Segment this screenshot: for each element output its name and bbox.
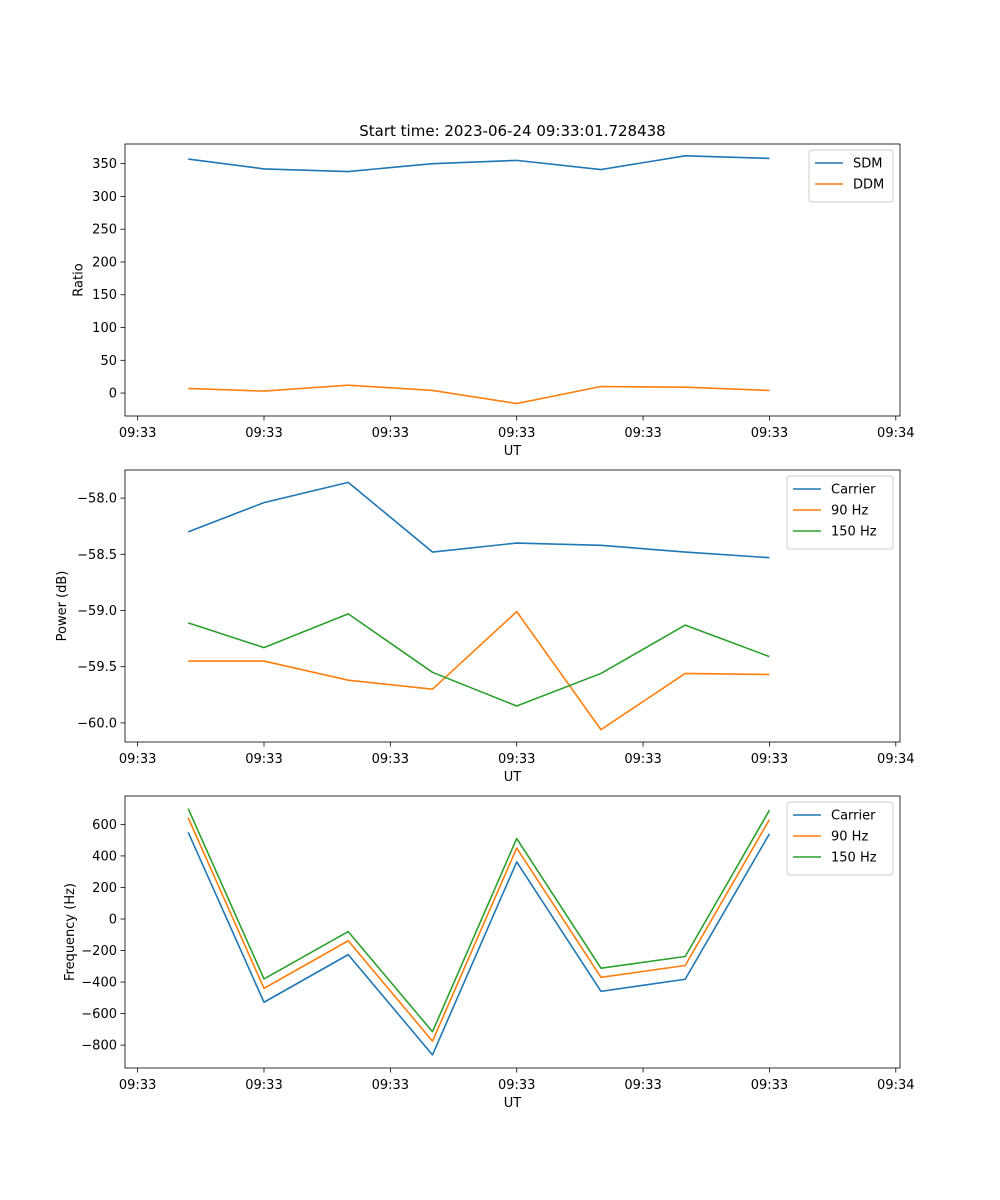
power-series-150-hz	[187, 613, 770, 707]
power-panel: 09:33 09:33 09:33 09:33 09:33 09:33 09:34 −58.0…	[55, 469, 915, 785]
power-y-tick-label: −60.0	[77, 716, 117, 731]
power-y-tick-label: −59.5	[77, 660, 117, 675]
ratio-x-axis-label: UT	[504, 444, 522, 459]
frequency-y-tick-label: 200	[92, 881, 117, 896]
ratio-panel: 09:33 09:33 09:33 09:33 09:33 09:33 09:34 0 50 10…	[71, 143, 915, 459]
power-x-tick-label: 09:33	[498, 752, 535, 767]
frequency-y-tick-label: 0	[109, 912, 117, 927]
frequency-legend-label: 90 Hz	[831, 830, 868, 845]
ratio-y-tick-label: 150	[92, 288, 117, 303]
ratio-x-tick-label: 09:33	[245, 426, 282, 441]
ratio-axes-frame	[124, 143, 901, 417]
power-x-axis-label: UT	[504, 770, 522, 785]
frequency-y-tick-label: 600	[92, 818, 117, 833]
power-legend: Carrier 90 Hz 150 Hz	[786, 475, 894, 550]
frequency-y-axis-label: Frequency (Hz)	[63, 883, 78, 981]
frequency-x-tick-label: 09:34	[877, 1078, 914, 1093]
ratio-y-tick-label: 250	[92, 223, 117, 238]
ratio-series-ddm	[188, 384, 770, 405]
frequency-series-90-hz	[187, 817, 771, 1042]
power-x-tick-label: 09:33	[372, 752, 409, 767]
ratio-legend-label: DDM	[853, 178, 884, 193]
frequency-y-tick-label: −600	[81, 1007, 117, 1022]
power-y-tick-label: −58.0	[77, 492, 117, 507]
power-legend-label: 150 Hz	[831, 525, 877, 540]
ratio-y-tick-label: 300	[92, 190, 117, 205]
power-x-tick-label: 09:34	[877, 752, 914, 767]
frequency-y-tick-label: −400	[81, 976, 117, 991]
chart-title: Start time: 2023-06-24 09:33:01.728438	[359, 122, 665, 140]
power-legend-label: Carrier	[831, 483, 876, 498]
frequency-x-tick-label: 09:33	[119, 1078, 156, 1093]
ratio-legend-label: SDM	[853, 157, 882, 172]
ratio-y-axis-label: Ratio	[71, 263, 86, 296]
frequency-legend-label: Carrier	[831, 809, 876, 824]
frequency-x-tick-label: 09:33	[245, 1078, 282, 1093]
ratio-y-tick-label: 0	[109, 387, 117, 402]
frequency-legend: Carrier 90 Hz 150 Hz	[786, 801, 894, 876]
frequency-x-tick-label: 09:33	[624, 1078, 661, 1093]
power-x-tick-label: 09:33	[245, 752, 282, 767]
ratio-x-tick-label: 09:33	[624, 426, 661, 441]
frequency-series-150-hz	[187, 808, 771, 1033]
ratio-y-tick-label: 50	[100, 354, 117, 369]
ratio-y-tick-label: 350	[92, 157, 117, 172]
ratio-legend: SDM DDM	[808, 149, 894, 203]
frequency-x-tick-label: 09:33	[751, 1078, 788, 1093]
frequency-axes-frame	[124, 795, 901, 1069]
power-x-tick-label: 09:33	[624, 752, 661, 767]
ratio-series-sdm	[188, 155, 770, 173]
ratio-y-tick-label: 100	[92, 321, 117, 336]
power-legend-label: 90 Hz	[831, 504, 868, 519]
frequency-series-carrier	[187, 831, 771, 1056]
power-x-tick-label: 09:33	[751, 752, 788, 767]
power-axes-frame	[124, 469, 901, 743]
power-y-axis-label: Power (dB)	[55, 571, 70, 642]
power-y-tick-label: −58.5	[77, 548, 117, 563]
ratio-x-tick-label: 09:33	[119, 426, 156, 441]
ratio-x-tick-label: 09:34	[877, 426, 914, 441]
frequency-y-tick-label: −200	[81, 944, 117, 959]
frequency-x-axis-label: UT	[504, 1096, 522, 1111]
power-series-carrier	[187, 481, 770, 559]
power-x-tick-label: 09:33	[119, 752, 156, 767]
power-y-tick-label: −59.0	[77, 604, 117, 619]
frequency-x-tick-label: 09:33	[498, 1078, 535, 1093]
ratio-x-tick-label: 09:33	[498, 426, 535, 441]
ratio-x-tick-label: 09:33	[372, 426, 409, 441]
frequency-legend-label: 150 Hz	[831, 851, 877, 866]
frequency-y-tick-label: −800	[81, 1039, 117, 1054]
power-series-90-hz	[188, 610, 770, 731]
frequency-y-tick-label: 400	[92, 849, 117, 864]
frequency-panel: 09:33 09:33 09:33 09:33 09:33 09:33 09:34 600 40…	[63, 795, 915, 1111]
frequency-x-tick-label: 09:33	[372, 1078, 409, 1093]
ratio-y-tick-label: 200	[92, 255, 117, 270]
ratio-x-tick-label: 09:33	[751, 426, 788, 441]
